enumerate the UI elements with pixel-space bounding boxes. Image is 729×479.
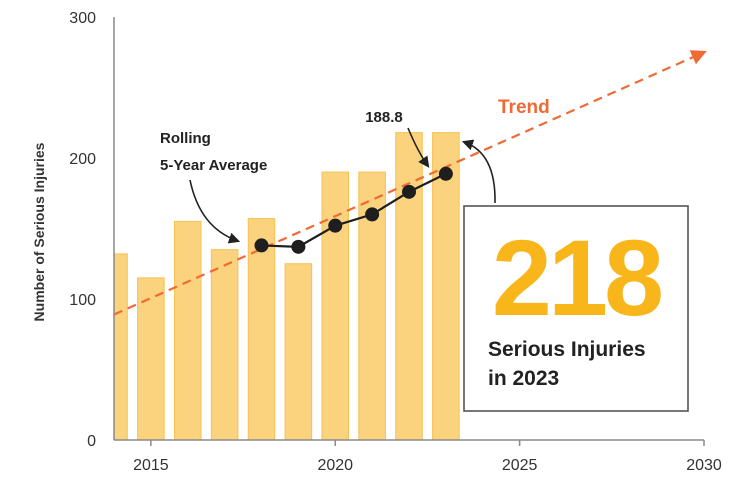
y-tick-label-0: 0 <box>87 433 96 450</box>
bar-2020 <box>321 171 350 441</box>
x-tick-label-2020: 2020 <box>317 457 353 474</box>
x-tick-label-2015: 2015 <box>133 457 169 474</box>
y-tick-label-100: 100 <box>69 292 96 309</box>
y-axis-label: Number of Serious Injuries <box>31 142 47 321</box>
rolling-average-point-2018 <box>254 238 269 253</box>
callout-line1: Serious Injuries <box>488 338 646 361</box>
bar-2015 <box>137 277 165 441</box>
bar-2019 <box>284 263 313 441</box>
rolling-average-point-2022 <box>402 184 416 199</box>
value-pointer-arrow <box>407 127 430 168</box>
bar-2017 <box>210 249 239 441</box>
bar-2018 <box>247 218 276 441</box>
rolling-average-pointer-arrow <box>189 179 241 244</box>
last-average-value-label: 188.8 <box>365 109 403 126</box>
rolling-average-point-2021 <box>365 207 380 222</box>
y-tick-label-200: 200 <box>69 151 96 168</box>
callout-number: 218 <box>492 217 661 338</box>
bars-layer <box>113 132 460 441</box>
rolling-average-point-2020 <box>328 218 343 233</box>
rolling-average-label-line2: 5-Year Average <box>160 157 267 174</box>
trend-label: Trend <box>498 97 550 118</box>
bar-2022 <box>395 132 423 441</box>
bar-2014 <box>113 253 128 441</box>
trend-layer <box>113 50 707 316</box>
rolling-average-layer <box>254 166 453 254</box>
callout-line2: in 2023 <box>488 367 559 390</box>
trend-line <box>113 50 707 316</box>
rolling-average-point-2019 <box>291 239 306 254</box>
rolling-average-point-2023 <box>438 166 453 181</box>
x-tick-label-2025: 2025 <box>502 457 538 474</box>
bar-2016 <box>173 220 202 441</box>
callout-pointer-arrow <box>461 139 496 204</box>
rolling-average-label-line1: Rolling <box>160 130 211 147</box>
callout-box <box>463 205 689 412</box>
axes-layer: 0 100 200 300 2015 2020 2025 2030 <box>69 10 722 474</box>
y-tick-label-300: 300 <box>69 10 96 27</box>
x-tick-label-2030: 2030 <box>686 457 722 474</box>
